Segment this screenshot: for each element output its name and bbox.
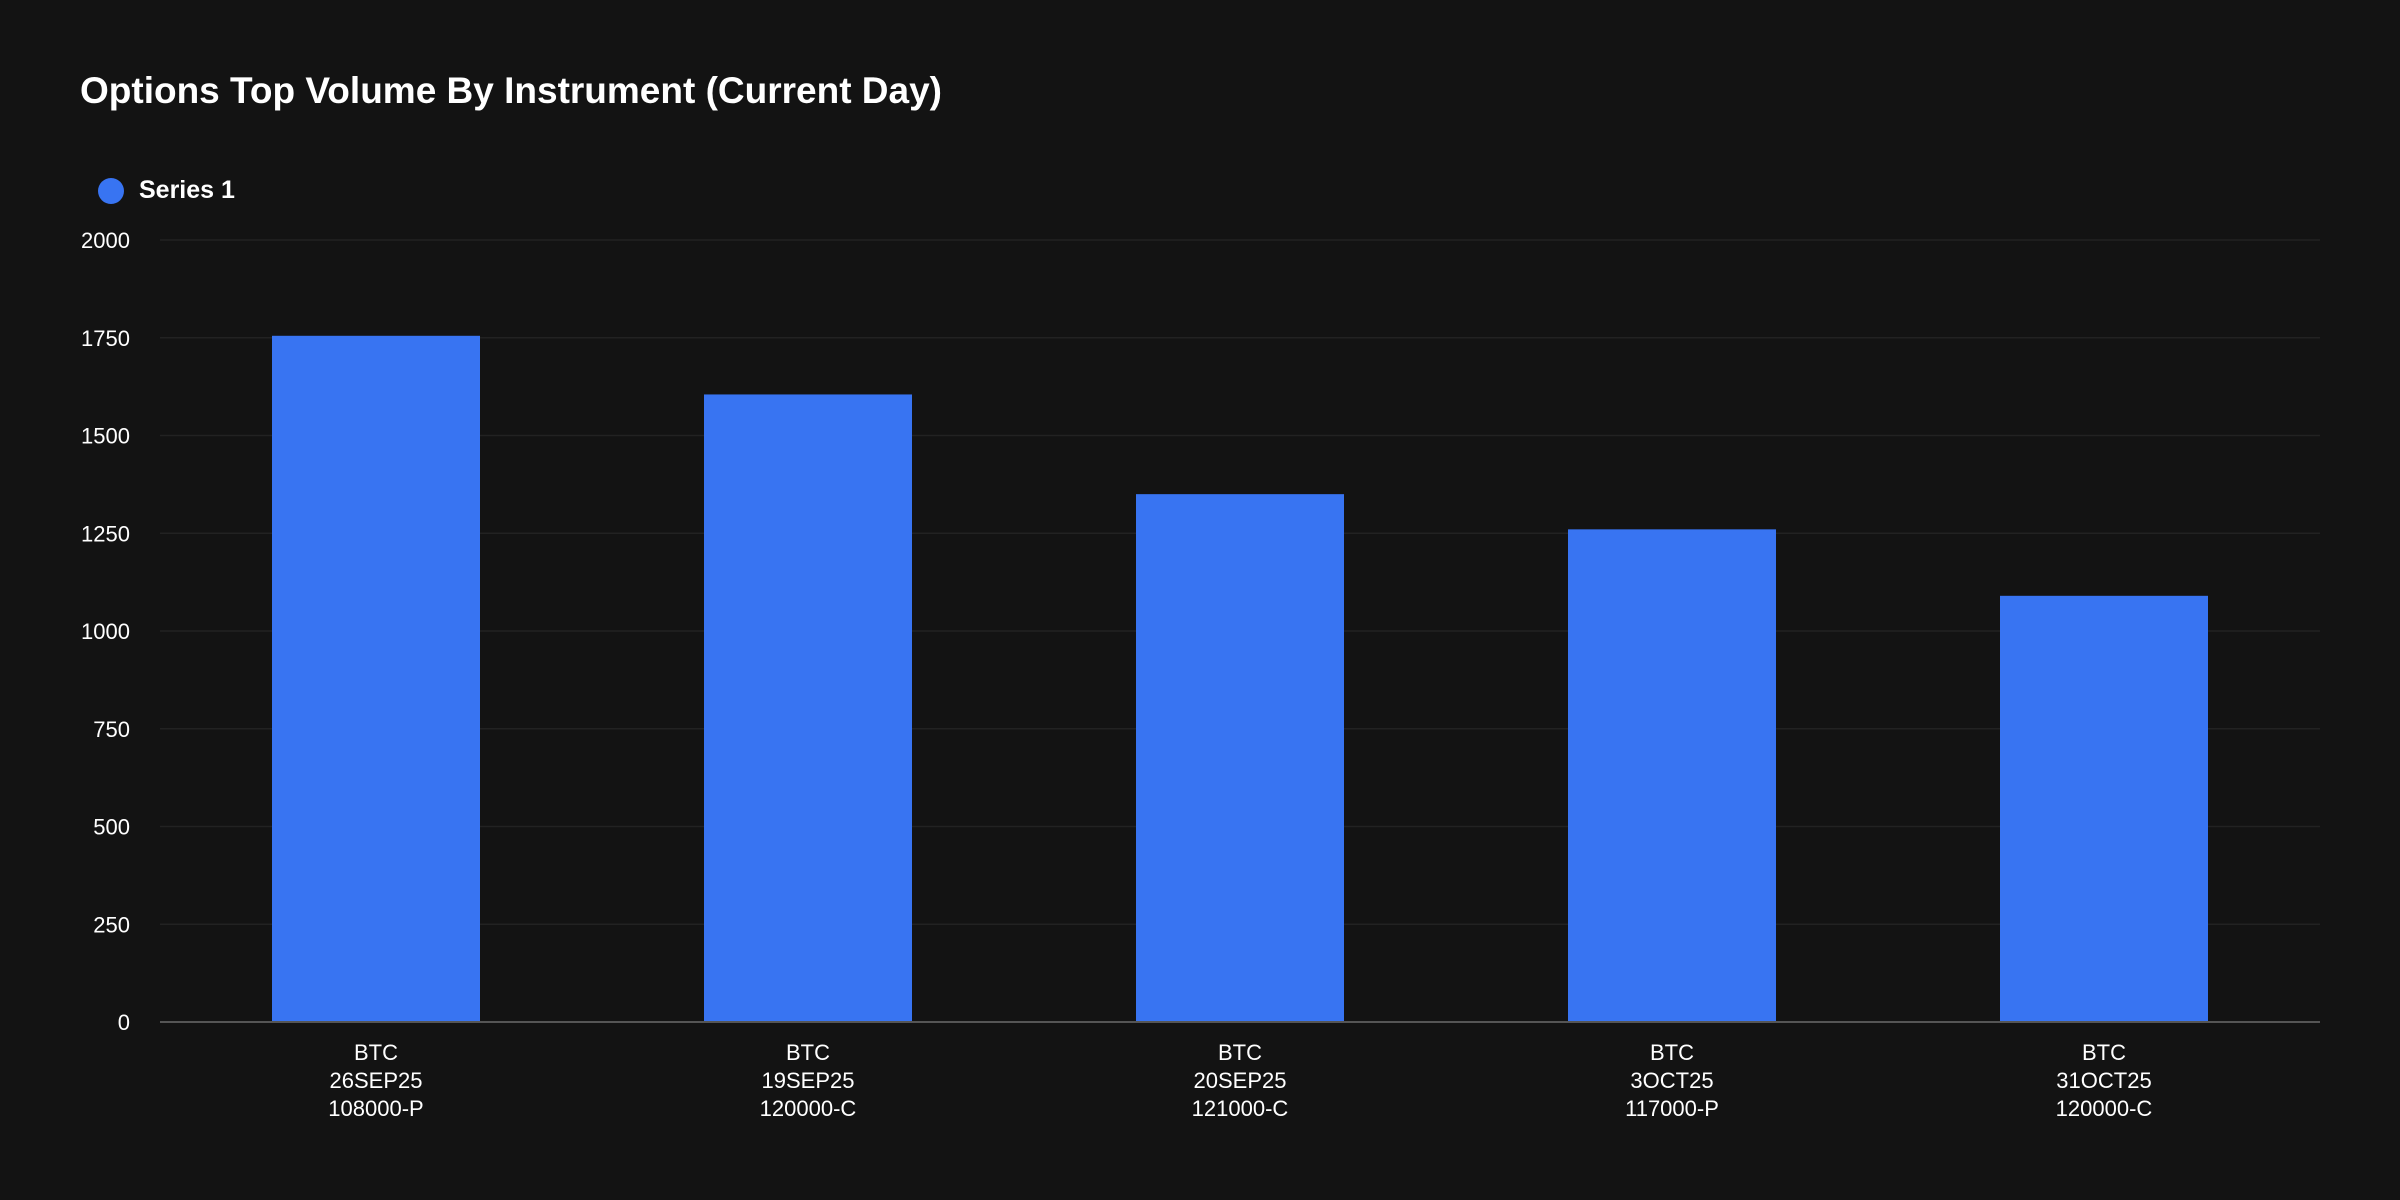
x-tick-label: BTC3OCT25117000-P: [1625, 1040, 1719, 1121]
y-tick-label: 0: [118, 1010, 130, 1035]
y-tick-label: 250: [93, 912, 130, 937]
bar-4[interactable]: [1568, 529, 1776, 1022]
y-tick-label: 500: [93, 815, 130, 840]
y-tick-label: 1250: [81, 521, 130, 546]
x-axis-ticks: BTC26SEP25108000-P BTC19SEP25120000-C BTC2…: [328, 1040, 2152, 1121]
bar-2[interactable]: [704, 394, 912, 1022]
y-tick-label: 750: [93, 717, 130, 742]
bars: [272, 336, 2208, 1022]
bar-1[interactable]: [272, 336, 480, 1022]
y-tick-label: 1500: [81, 424, 130, 449]
x-tick-label: BTC20SEP25121000-C: [1192, 1040, 1289, 1121]
y-tick-label: 1000: [81, 619, 130, 644]
bar-3[interactable]: [1136, 494, 1344, 1022]
x-tick-label: BTC31OCT25120000-C: [2056, 1040, 2153, 1121]
y-tick-label: 1750: [81, 326, 130, 351]
x-tick-label: BTC19SEP25120000-C: [760, 1040, 857, 1121]
y-tick-label: 2000: [81, 228, 130, 253]
y-axis-ticks: 0 250 500 750 1000 1250 1500 1750 2000: [81, 228, 130, 1035]
x-tick-label: BTC26SEP25108000-P: [328, 1040, 423, 1121]
bar-5[interactable]: [2000, 596, 2208, 1022]
